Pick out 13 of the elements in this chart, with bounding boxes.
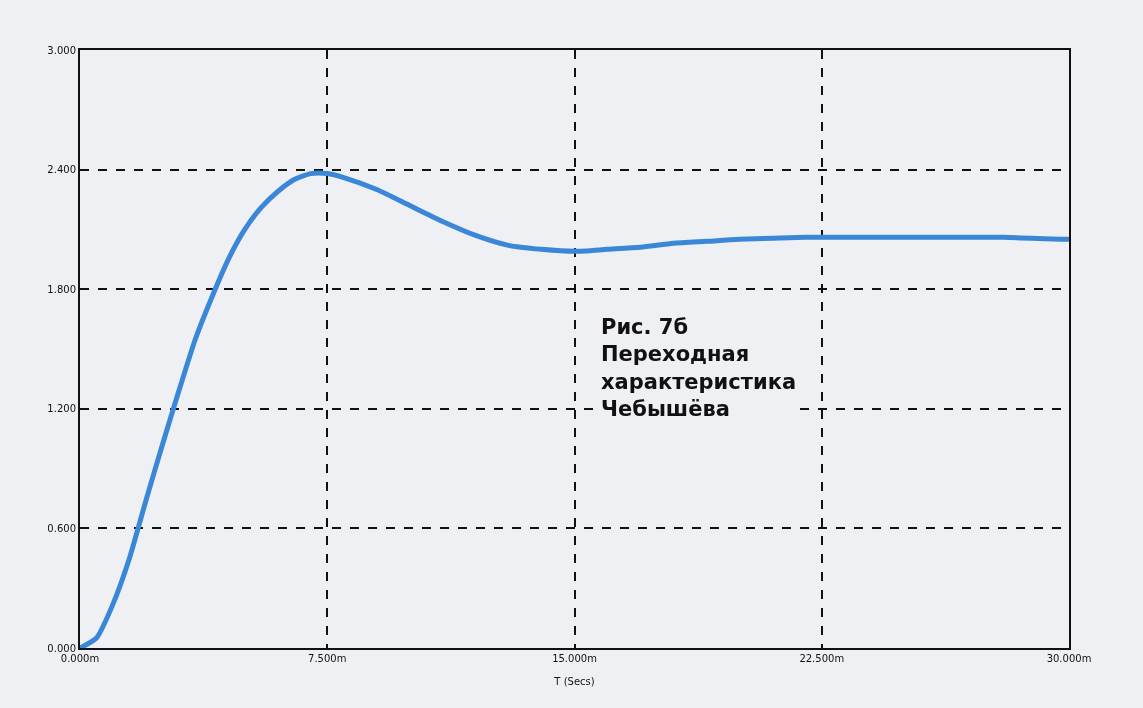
y-tick-label: 0.600 (47, 522, 76, 534)
x-tick-label: 15.000m (552, 653, 597, 664)
x-tick-label: 22.500m (799, 653, 845, 664)
y-tick-label: 3.000 (47, 44, 76, 56)
annotation: Рис. 7б Переходная характеристика Чебышёва (601, 315, 797, 421)
y-tick-label: 2.400 (47, 164, 76, 176)
y-tick-label: 1.800 (47, 283, 76, 295)
x-axis-title: T (Secs) (553, 676, 595, 687)
y-tick-label: 1.200 (47, 403, 76, 415)
x-tick-label: 7.500m (308, 653, 347, 664)
y-tick-label: 0.000 (47, 642, 76, 654)
x-tick-label: 30.000m (1046, 653, 1092, 664)
x-tick-label: 0.000m (60, 653, 100, 664)
